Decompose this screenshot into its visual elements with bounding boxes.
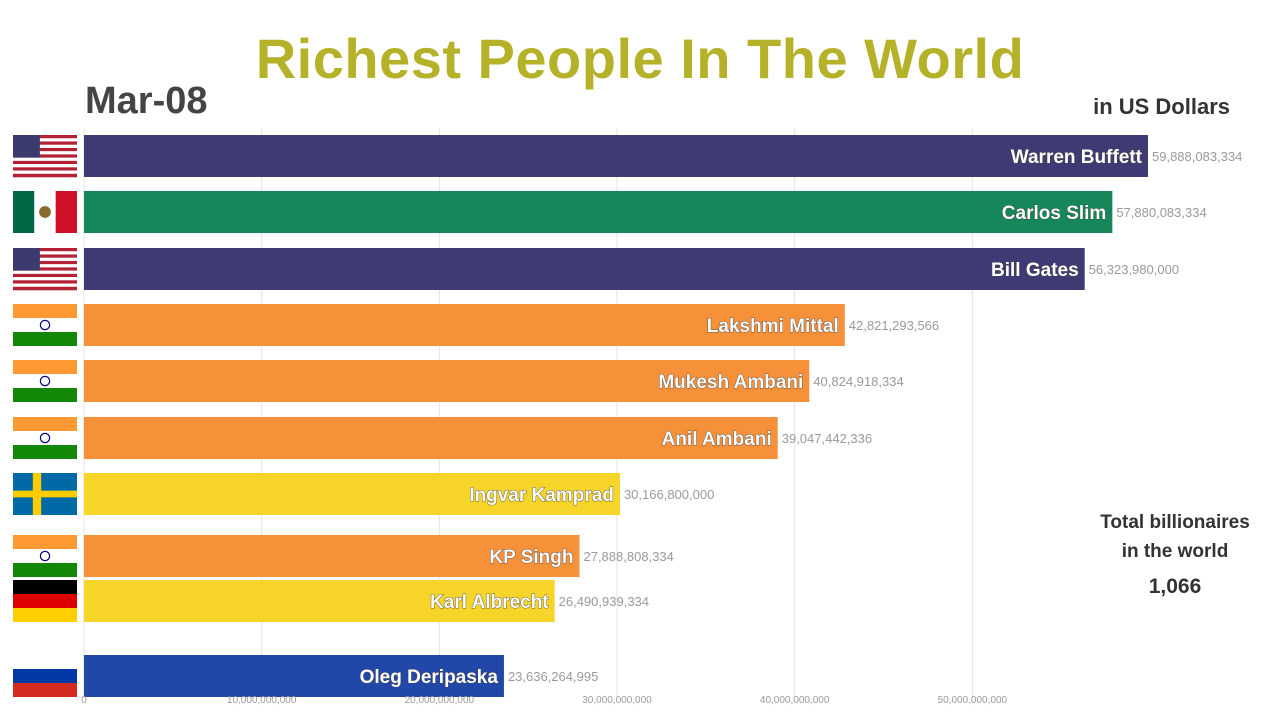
sweden-flag-icon [13,473,77,515]
value-label: 30,166,800,000 [624,487,714,502]
bar-row: Karl Albrecht 26,490,939,334 [13,580,649,622]
bar [84,580,555,622]
bar [84,473,620,515]
bar-label: KP Singh [489,547,573,568]
germany-flag-icon [13,580,77,622]
bar-row: Warren Buffett 59,888,083,334 [13,135,1242,178]
bar-row: Anil Ambani 39,047,442,336 [13,417,872,459]
india-flag-icon [13,360,77,402]
billionaires-panel: Total billionaires in the world 1,066 [1080,508,1270,599]
bar [84,304,845,346]
chart-title: Richest People In The World [255,27,1025,90]
bar-label: Anil Ambani [662,429,772,450]
value-label: 23,636,264,995 [508,669,598,684]
value-label: 57,880,083,334 [1116,205,1206,220]
x-tick-label: 0 [81,695,87,706]
bar-label: Karl Albrecht [430,592,549,613]
usa-flag-icon [13,135,77,178]
bar-label: Mukesh Ambani [658,372,803,393]
value-label: 59,888,083,334 [1152,149,1242,164]
bar-label: Ingvar Kamprad [469,485,614,506]
bar [84,535,580,577]
bar [84,135,1149,177]
x-tick-label: 50,000,000,000 [938,695,1008,706]
india-flag-icon [13,535,77,577]
bar-label: Warren Buffett [1011,147,1143,168]
bar [84,248,1085,290]
value-label: 40,824,918,334 [813,374,903,389]
bar-row: Carlos Slim 57,880,083,334 [13,191,1207,233]
x-tick-label: 30,000,000,000 [582,695,652,706]
bar-row: Bill Gates 56,323,980,000 [13,248,1179,291]
bar-row: Lakshmi Mittal 42,821,293,566 [13,304,939,346]
bar-row: Mukesh Ambani 40,824,918,334 [13,360,904,402]
bar-row: Oleg Deripaska 23,636,264,995 [13,655,598,697]
bars: Warren Buffett 59,888,083,334 Carlos Slim 5… [13,135,1242,697]
date-label: Mar-08 [85,80,208,122]
russia-flag-icon [13,655,77,697]
value-label: 56,323,980,000 [1089,262,1179,277]
x-tick-label: 20,000,000,000 [405,695,475,706]
billionaires-label: Total billionaires in the world [1100,512,1250,562]
x-axis-ticks: 0 10,000,000,000 20,000,000,000 30,000,000,… [81,695,1007,706]
value-label: 27,888,808,334 [583,549,673,564]
mexico-flag-icon [13,191,77,233]
usa-flag-icon [13,248,77,291]
bar [84,417,778,459]
bar-label: Lakshmi Mittal [707,316,839,337]
value-label: 39,047,442,336 [782,431,872,446]
x-tick-label: 40,000,000,000 [760,695,830,706]
bar [84,360,810,402]
bar-row: KP Singh 27,888,808,334 [13,535,674,577]
bar-row: Ingvar Kamprad 30,166,800,000 [13,473,714,515]
value-label: 26,490,939,334 [559,594,649,609]
bar [84,191,1113,233]
india-flag-icon [13,304,77,346]
unit-label: in US Dollars [1093,94,1230,119]
india-flag-icon [13,417,77,459]
bar [84,655,504,697]
bar-label: Carlos Slim [1002,203,1107,224]
bar-label: Oleg Deripaska [360,667,499,688]
bar-label: Bill Gates [991,260,1079,281]
value-label: 42,821,293,566 [849,318,939,333]
billionaires-count: 1,066 [1148,575,1202,598]
x-tick-label: 10,000,000,000 [227,695,297,706]
